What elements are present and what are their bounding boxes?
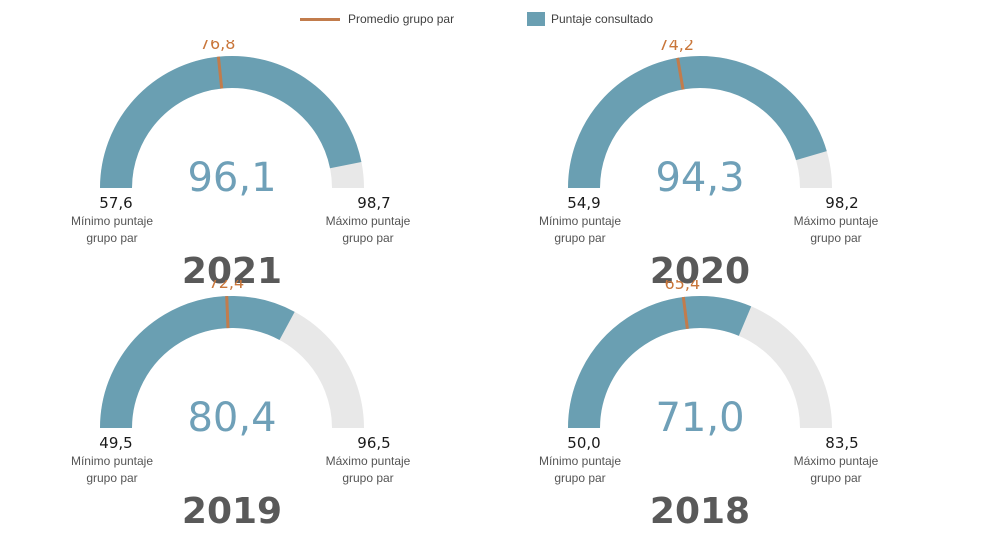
gauge-2021: 76,8 96,1 57,6 Mínimo puntaje grupo par 98,7 M… bbox=[0, 40, 491, 303]
gauge-value-arc bbox=[100, 296, 295, 429]
min-value-label: 54,9 bbox=[567, 194, 600, 212]
max-caption-line-2: grupo par bbox=[810, 471, 861, 485]
min-caption-line-2: grupo par bbox=[86, 231, 137, 245]
gauge-2018: 65,4 71,0 50,0 Mínimo puntaje grupo par 83,5 M… bbox=[468, 280, 959, 543]
max-caption-line-1: Máximo puntaje bbox=[794, 454, 879, 468]
legend-label-average: Promedio grupo par bbox=[348, 12, 455, 26]
score-value: 94,3 bbox=[655, 155, 744, 201]
legend: Promedio grupo par Puntaje consultado bbox=[0, 8, 982, 30]
year-label: 2018 bbox=[650, 491, 750, 532]
average-line-swatch bbox=[300, 17, 340, 21]
max-caption-line-1: Máximo puntaje bbox=[326, 454, 411, 468]
min-value-label: 57,6 bbox=[99, 194, 132, 212]
gauge-2019: 72,4 80,4 49,5 Mínimo puntaje grupo par 96,5 M… bbox=[0, 280, 491, 543]
gauge-2020: 74,2 94,3 54,9 Mínimo puntaje grupo par 98,2 M… bbox=[468, 40, 959, 303]
max-value-label: 96,5 bbox=[357, 434, 390, 452]
gauge-svg: 74,2 94,3 54,9 Mínimo puntaje grupo par 98,2 M… bbox=[539, 40, 879, 292]
max-caption-line-1: Máximo puntaje bbox=[326, 214, 411, 228]
legend-item-score: Puntaje consultado bbox=[527, 8, 653, 30]
average-marker bbox=[225, 296, 230, 329]
min-value-label: 50,0 bbox=[567, 434, 600, 452]
max-value-label: 98,7 bbox=[357, 194, 390, 212]
year-label: 2019 bbox=[182, 491, 282, 532]
min-caption-line-1: Mínimo puntaje bbox=[539, 214, 621, 228]
average-marker bbox=[216, 56, 224, 89]
min-caption-line-2: grupo par bbox=[86, 471, 137, 485]
gauge-svg: 72,4 80,4 49,5 Mínimo puntaje grupo par 96,5 M… bbox=[71, 280, 411, 532]
average-value-label: 74,2 bbox=[658, 40, 694, 54]
year-label: 2020 bbox=[650, 251, 750, 292]
min-caption-line-1: Mínimo puntaje bbox=[539, 454, 621, 468]
gauge-svg: 65,4 71,0 50,0 Mínimo puntaje grupo par 83,5 M… bbox=[539, 280, 879, 532]
max-value-label: 83,5 bbox=[825, 434, 858, 452]
score-value: 71,0 bbox=[655, 395, 744, 441]
min-value-label: 49,5 bbox=[99, 434, 132, 452]
min-caption-line-2: grupo par bbox=[554, 471, 605, 485]
average-value-label: 72,4 bbox=[209, 280, 245, 292]
min-caption-line-1: Mínimo puntaje bbox=[71, 454, 153, 468]
average-value-label: 65,4 bbox=[665, 280, 701, 293]
max-caption-line-2: grupo par bbox=[810, 231, 861, 245]
average-marker bbox=[681, 296, 689, 329]
score-value: 96,1 bbox=[187, 155, 276, 201]
gauge-svg: 76,8 96,1 57,6 Mínimo puntaje grupo par 98,7 M… bbox=[71, 40, 411, 292]
max-caption-line-1: Máximo puntaje bbox=[794, 214, 879, 228]
max-caption-line-2: grupo par bbox=[342, 231, 393, 245]
year-label: 2021 bbox=[182, 251, 282, 292]
legend-label-score: Puntaje consultado bbox=[551, 12, 654, 26]
min-caption-line-2: grupo par bbox=[554, 231, 605, 245]
score-value: 80,4 bbox=[187, 395, 276, 441]
gauge-value-arc bbox=[568, 56, 827, 189]
gauge-value-arc bbox=[568, 296, 752, 429]
average-value-label: 76,8 bbox=[200, 40, 236, 53]
legend-item-average: Promedio grupo par bbox=[300, 8, 454, 30]
score-box-swatch bbox=[527, 12, 545, 26]
average-marker bbox=[676, 57, 685, 90]
max-caption-line-2: grupo par bbox=[342, 471, 393, 485]
min-caption-line-1: Mínimo puntaje bbox=[71, 214, 153, 228]
max-value-label: 98,2 bbox=[825, 194, 858, 212]
